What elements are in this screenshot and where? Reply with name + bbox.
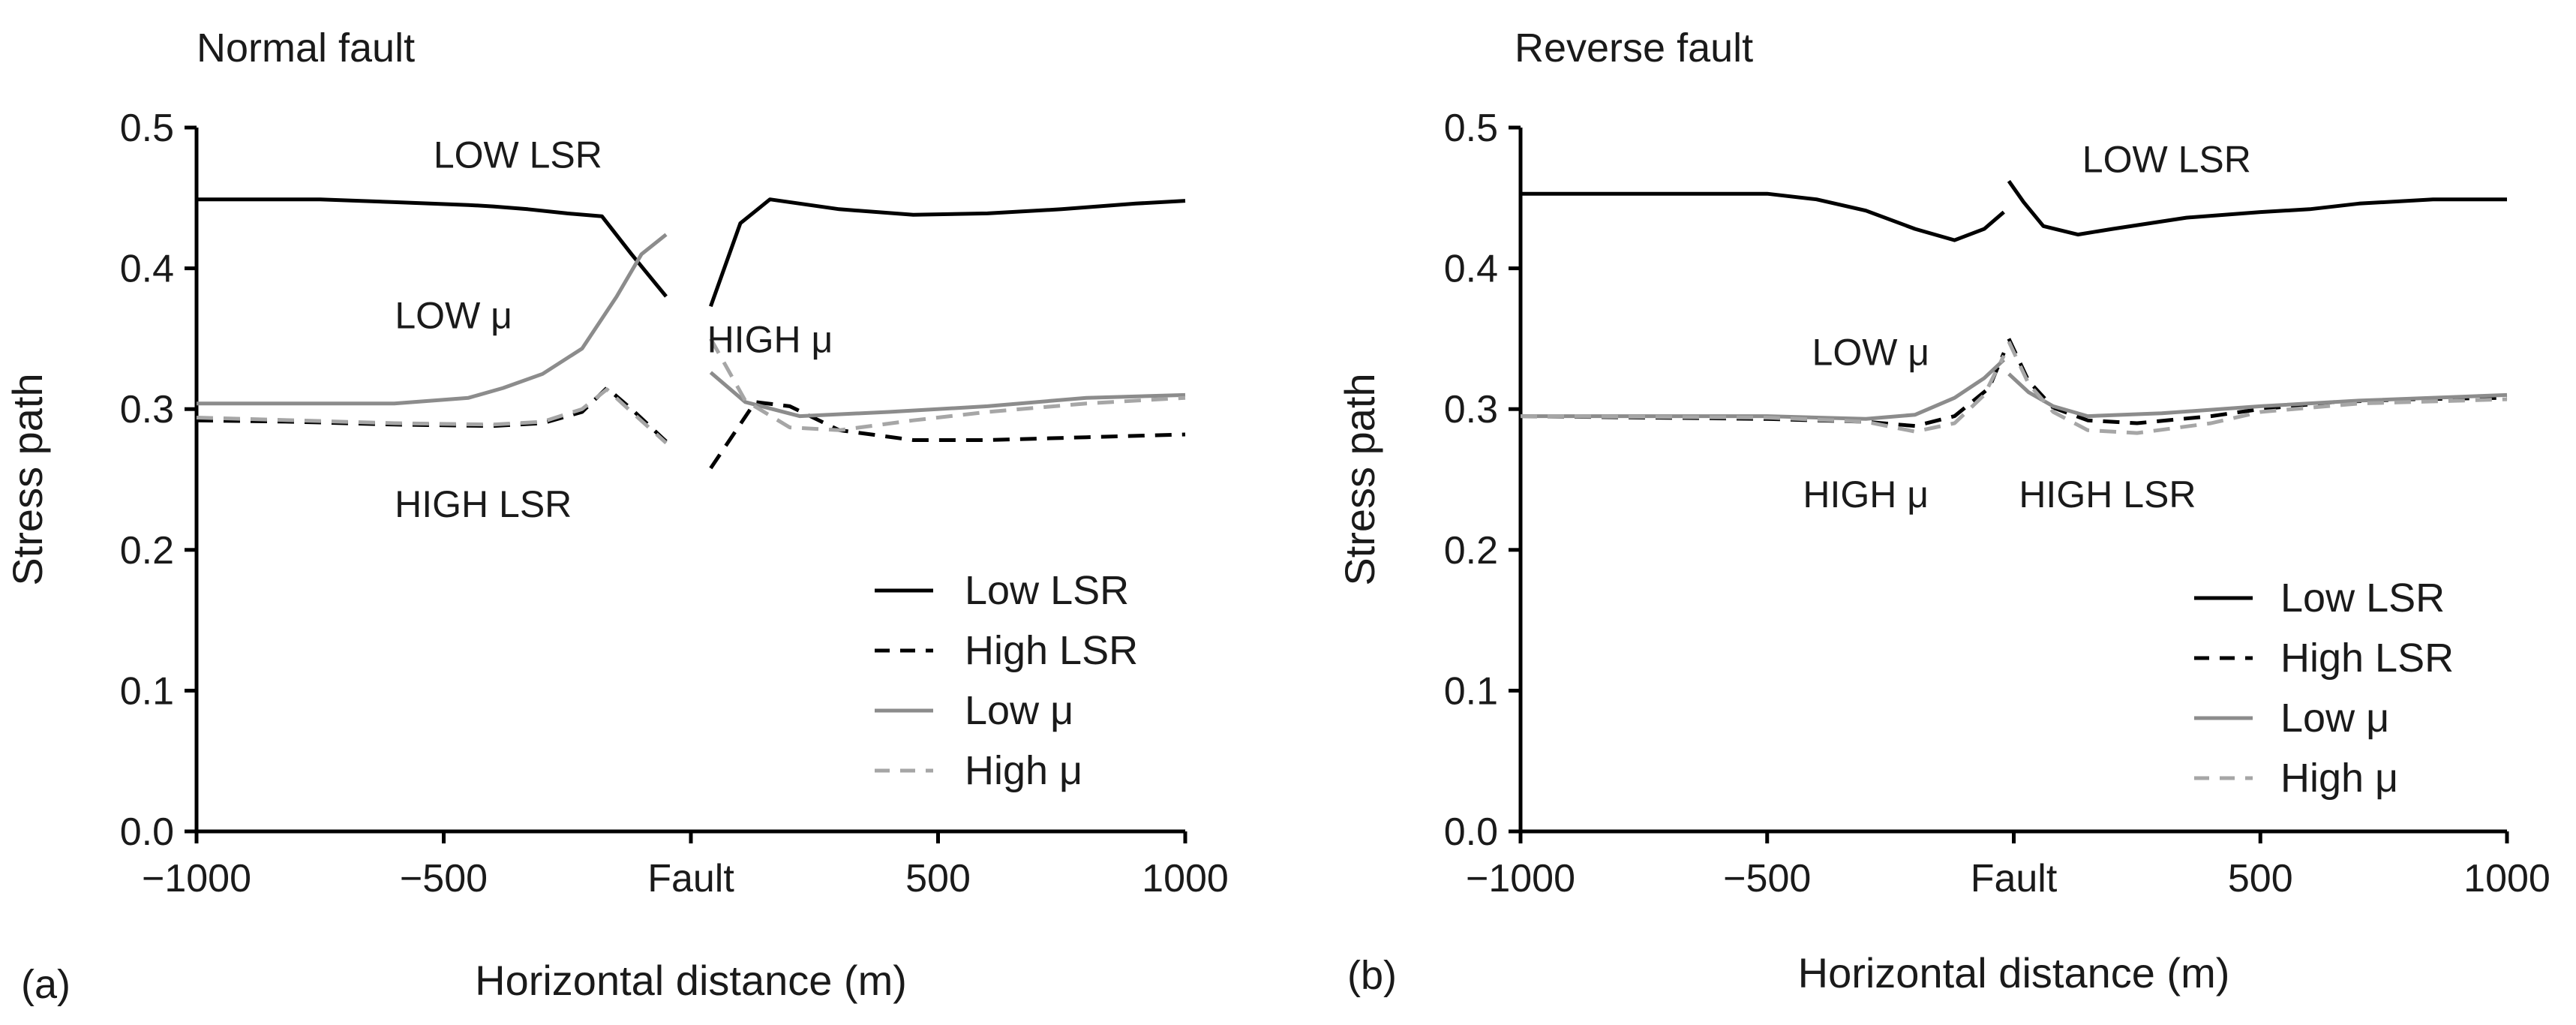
series-line-low-lsr-segment-1 [197,197,668,298]
series-low-mu [197,233,1186,419]
annotation-low-mu: LOW μ [1812,331,1930,373]
x-tick-label: Fault [647,857,734,900]
x-tick-label: Fault [1971,857,2058,900]
legend-label-low-lsr: Low LSR [965,568,1129,613]
y-axis-label: Stress path [4,373,51,585]
x-tick-label: 500 [2228,857,2293,900]
x-tick-label: −500 [400,857,488,900]
y-tick-label: 0.5 [1444,107,1498,150]
y-tick-label: 0.5 [120,107,174,150]
series-line-high-mu-segment-1 [196,387,668,445]
annotation-low-lsr: LOW LSR [434,134,602,176]
series-line-high-lsr-segment-2 [2007,338,2508,425]
y-tick-label: 0.1 [120,669,174,713]
legend: Low LSR High LSR Low μ High μ [875,568,1138,793]
y-tick-label: 0.0 [1444,810,1498,854]
y-axis-label: Stress path [1336,373,1383,585]
series-line-high-mu-segment-2 [2007,341,2508,435]
x-tick-label: 500 [905,857,971,900]
series-line-low-lsr-segment-2 [709,197,1186,308]
panel-label: (a) [21,962,71,1007]
annotation-high-mu: HIGH μ [707,318,833,360]
panel-a-normal-fault: Normal fault (a) 0.0 0.1 0.2 0.3 0.4 0.5 −1000 −5… [4,26,1229,1007]
chart-title: Normal fault [197,26,415,71]
x-tick-label: 1000 [2463,857,2550,900]
y-tick-label: 0.4 [120,248,174,291]
series-line-low-lsr-segment-1 [1521,191,2005,242]
y-tick-label: 0.4 [1444,248,1498,291]
annotation-low-mu: LOW μ [395,295,512,337]
series-line-high-lsr-segment-2 [709,400,1186,470]
legend-label-low-mu: Low μ [2280,696,2389,741]
x-tick-label: −500 [1723,857,1811,900]
y-tick-label: 0.0 [120,810,174,854]
x-axis-label: Horizontal distance (m) [1798,949,2230,996]
y-tick-label: 0.1 [1444,669,1498,713]
series-high-mu [1520,341,2508,435]
legend-label-low-mu: Low μ [965,688,1073,733]
series-line-low-mu-segment-1 [197,233,668,406]
y-tick-label: 0.3 [120,388,174,431]
annotation-low-lsr: LOW LSR [2082,138,2251,180]
x-axis-label: Horizontal distance (m) [475,957,907,1004]
y-tick-label: 0.2 [1444,529,1498,573]
x-tick-label: −1000 [142,857,251,900]
legend-label-high-mu: High μ [2280,756,2398,801]
panel-b-reverse-fault: Reverse fault (b) 0.0 0.1 0.2 0.3 0.4 0.5 −1000 −… [1336,26,2550,998]
series-line-low-mu-segment-2 [709,371,1186,419]
series-high-mu [196,338,1186,445]
legend: Low LSR High LSR Low μ High μ [2194,576,2454,801]
panel-label: (b) [1347,953,1397,998]
chart-title: Reverse fault [1515,26,1753,71]
series-line-high-mu-segment-1 [1520,354,2006,434]
annotation-high-lsr: HIGH LSR [395,483,572,525]
series-line-low-mu-segment-2 [2007,372,2508,419]
series-low-lsr [197,197,1186,308]
y-tick-label: 0.2 [120,529,174,573]
annotation-high-mu: HIGH μ [1803,473,1929,516]
legend-label-high-lsr: High LSR [965,628,1138,673]
y-tick-label: 0.3 [1444,388,1498,431]
x-tick-label: 1000 [1142,857,1229,900]
series-line-low-lsr-segment-2 [2007,179,2507,237]
series-low-lsr [1521,179,2507,242]
legend-label-high-mu: High μ [965,748,1082,793]
x-tick-label: −1000 [1466,857,1575,900]
legend-label-low-lsr: Low LSR [2280,576,2445,621]
annotation-high-lsr: HIGH LSR [2019,473,2196,516]
legend-label-high-lsr: High LSR [2280,636,2454,681]
